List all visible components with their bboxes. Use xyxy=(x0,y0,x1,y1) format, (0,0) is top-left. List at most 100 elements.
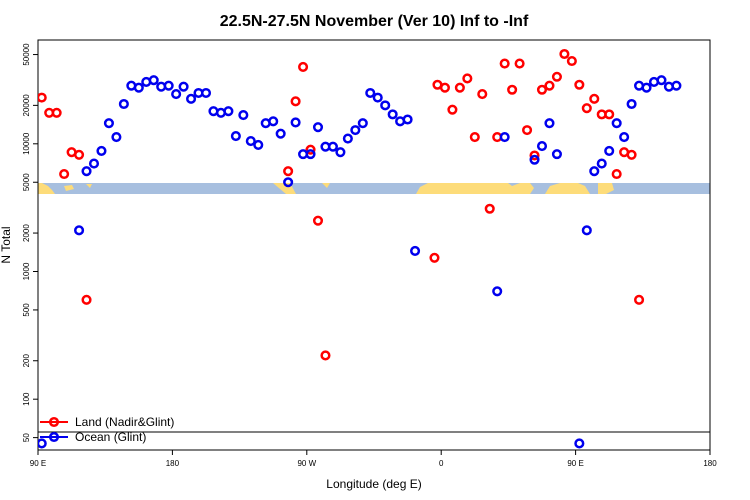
ocean-point xyxy=(335,147,346,158)
land-point xyxy=(439,82,450,93)
ocean-point xyxy=(372,92,383,103)
ocean-point xyxy=(230,131,241,142)
ocean-point xyxy=(133,82,144,93)
land-point xyxy=(298,61,309,72)
y-tick-label: 50000 xyxy=(22,43,31,66)
ocean-point xyxy=(103,118,114,129)
ocean-point xyxy=(223,106,234,117)
ocean-point xyxy=(268,116,279,127)
ocean-point xyxy=(499,131,510,143)
ocean-point xyxy=(611,118,622,129)
land-point xyxy=(469,131,480,143)
world-map-strip xyxy=(38,183,710,194)
y-tick-label: 5000 xyxy=(22,173,31,191)
y-axis: 50 100 200 500 1000 2000 5000 10000 20000 50000 xyxy=(22,43,38,442)
x-tick-label: 90 E xyxy=(30,459,46,468)
ocean-point xyxy=(402,114,413,125)
y-tick-label: 20000 xyxy=(22,94,31,117)
ocean-point xyxy=(387,109,398,120)
land-point xyxy=(551,71,562,82)
ocean-point xyxy=(350,125,361,136)
x-tick-label: 90 E xyxy=(567,459,583,468)
ocean-point xyxy=(305,149,316,160)
ocean-point xyxy=(283,177,294,188)
legend-land-label: Land (Nadir&Glint) xyxy=(75,415,174,429)
land-point xyxy=(559,48,570,60)
land-point xyxy=(477,89,488,100)
y-tick-label: 50 xyxy=(22,433,31,442)
ocean-point xyxy=(492,286,503,297)
ocean-point xyxy=(186,93,197,104)
land-point xyxy=(514,58,525,69)
map-land-africa-arabia xyxy=(416,183,534,194)
map-land-islands xyxy=(64,184,92,191)
ocean-point xyxy=(148,75,159,86)
land-point xyxy=(611,168,622,180)
x-tick-label: 180 xyxy=(703,459,717,468)
ocean-point xyxy=(551,149,562,160)
land-point xyxy=(544,80,555,91)
x-tick-label: 0 xyxy=(439,459,444,468)
legend-ocean-label: Ocean (Glint) xyxy=(75,430,146,444)
ocean-point xyxy=(342,133,353,144)
land-point xyxy=(320,350,331,361)
land-point xyxy=(604,109,615,120)
ocean-point xyxy=(604,145,615,156)
land-point xyxy=(290,96,301,107)
land-point xyxy=(507,84,518,95)
ocean-point xyxy=(178,81,189,92)
y-tick-label: 100 xyxy=(22,392,31,406)
ocean-point xyxy=(671,80,682,91)
land-point xyxy=(447,104,458,115)
land-point xyxy=(581,103,592,114)
land-point xyxy=(529,150,540,161)
ocean-point xyxy=(163,80,174,91)
land-point xyxy=(51,107,62,118)
ocean-point xyxy=(410,245,421,256)
ocean-point xyxy=(581,225,592,236)
ocean-point xyxy=(574,438,585,449)
legend-land-marker xyxy=(48,416,60,428)
legend-ocean-marker xyxy=(48,431,60,443)
ocean-point xyxy=(96,145,107,156)
ocean-point xyxy=(536,141,548,152)
land-point xyxy=(38,92,47,103)
ocean-point xyxy=(245,136,256,147)
ocean-point xyxy=(380,100,391,111)
map-land-india xyxy=(545,183,590,194)
land-point xyxy=(634,294,645,305)
ocean-point xyxy=(111,131,122,143)
land-point xyxy=(589,93,600,104)
ocean-point xyxy=(529,154,540,165)
ocean-point xyxy=(81,166,92,177)
ocean-point xyxy=(290,117,301,128)
ocean-point xyxy=(253,139,264,150)
map-land-china xyxy=(598,183,614,194)
plot-frame xyxy=(37,39,711,451)
x-tick-label: 180 xyxy=(166,459,180,468)
land-point xyxy=(305,144,316,155)
land-point xyxy=(574,79,585,90)
ocean-point xyxy=(275,128,286,139)
ocean-point xyxy=(38,438,47,449)
ocean-point xyxy=(619,131,630,143)
ocean-point xyxy=(171,89,182,100)
ocean-point xyxy=(327,141,338,152)
y-tick-label: 200 xyxy=(22,354,31,368)
ocean-point xyxy=(596,158,607,169)
land-point xyxy=(74,149,85,160)
land-point xyxy=(626,149,637,160)
ocean-point xyxy=(312,122,324,133)
x-axis: 90 E 180 90 W 0 90 E 180 xyxy=(30,450,717,468)
map-land-florida xyxy=(322,183,330,188)
ocean-point xyxy=(74,225,85,236)
land-point xyxy=(462,73,473,84)
legend: Land (Nadir&Glint) Ocean (Glint) xyxy=(40,415,174,444)
land-point xyxy=(283,166,294,177)
land-point xyxy=(454,82,465,93)
land-point xyxy=(499,58,510,69)
map-ocean xyxy=(38,183,710,194)
y-tick-label: 1000 xyxy=(22,262,31,280)
y-tick-label: 500 xyxy=(22,303,31,317)
